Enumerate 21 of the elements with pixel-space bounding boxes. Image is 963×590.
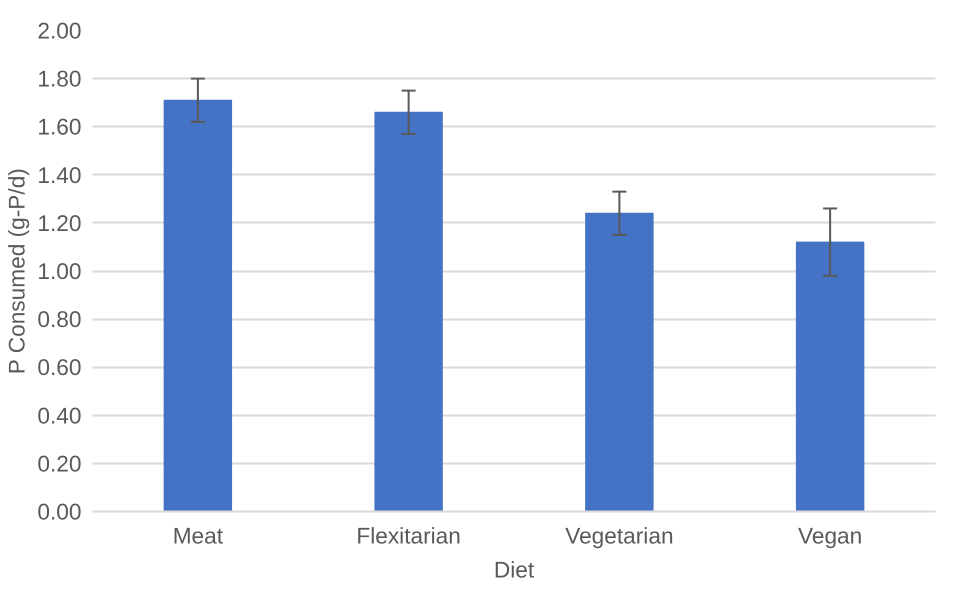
bar xyxy=(374,112,443,512)
y-tick-label: 0.40 xyxy=(37,402,82,428)
y-tick-label: 0.00 xyxy=(37,498,82,524)
y-tick-label: 1.80 xyxy=(37,66,82,92)
y-tick-label: 1.20 xyxy=(37,210,82,236)
y-tick-label: 0.20 xyxy=(37,450,82,476)
x-tick-label: Meat xyxy=(172,522,224,548)
x-tick-label: Vegetarian xyxy=(565,522,674,548)
y-tick-label: 1.40 xyxy=(37,162,82,188)
x-tick-label: Flexitarian xyxy=(356,522,461,548)
y-axis-title: P Consumed (g-P/d) xyxy=(3,168,30,374)
y-tick-label: 1.60 xyxy=(37,114,82,140)
y-tick-label: 0.60 xyxy=(37,354,82,380)
x-axis-title: Diet xyxy=(494,556,535,582)
bar xyxy=(164,100,232,512)
y-tick-label: 0.80 xyxy=(37,306,82,332)
bar xyxy=(585,212,654,512)
y-tick-label: 2.00 xyxy=(37,18,82,44)
y-tick-label: 1.00 xyxy=(37,258,82,284)
x-tick-label: Vegan xyxy=(798,522,862,548)
bar xyxy=(796,242,864,512)
